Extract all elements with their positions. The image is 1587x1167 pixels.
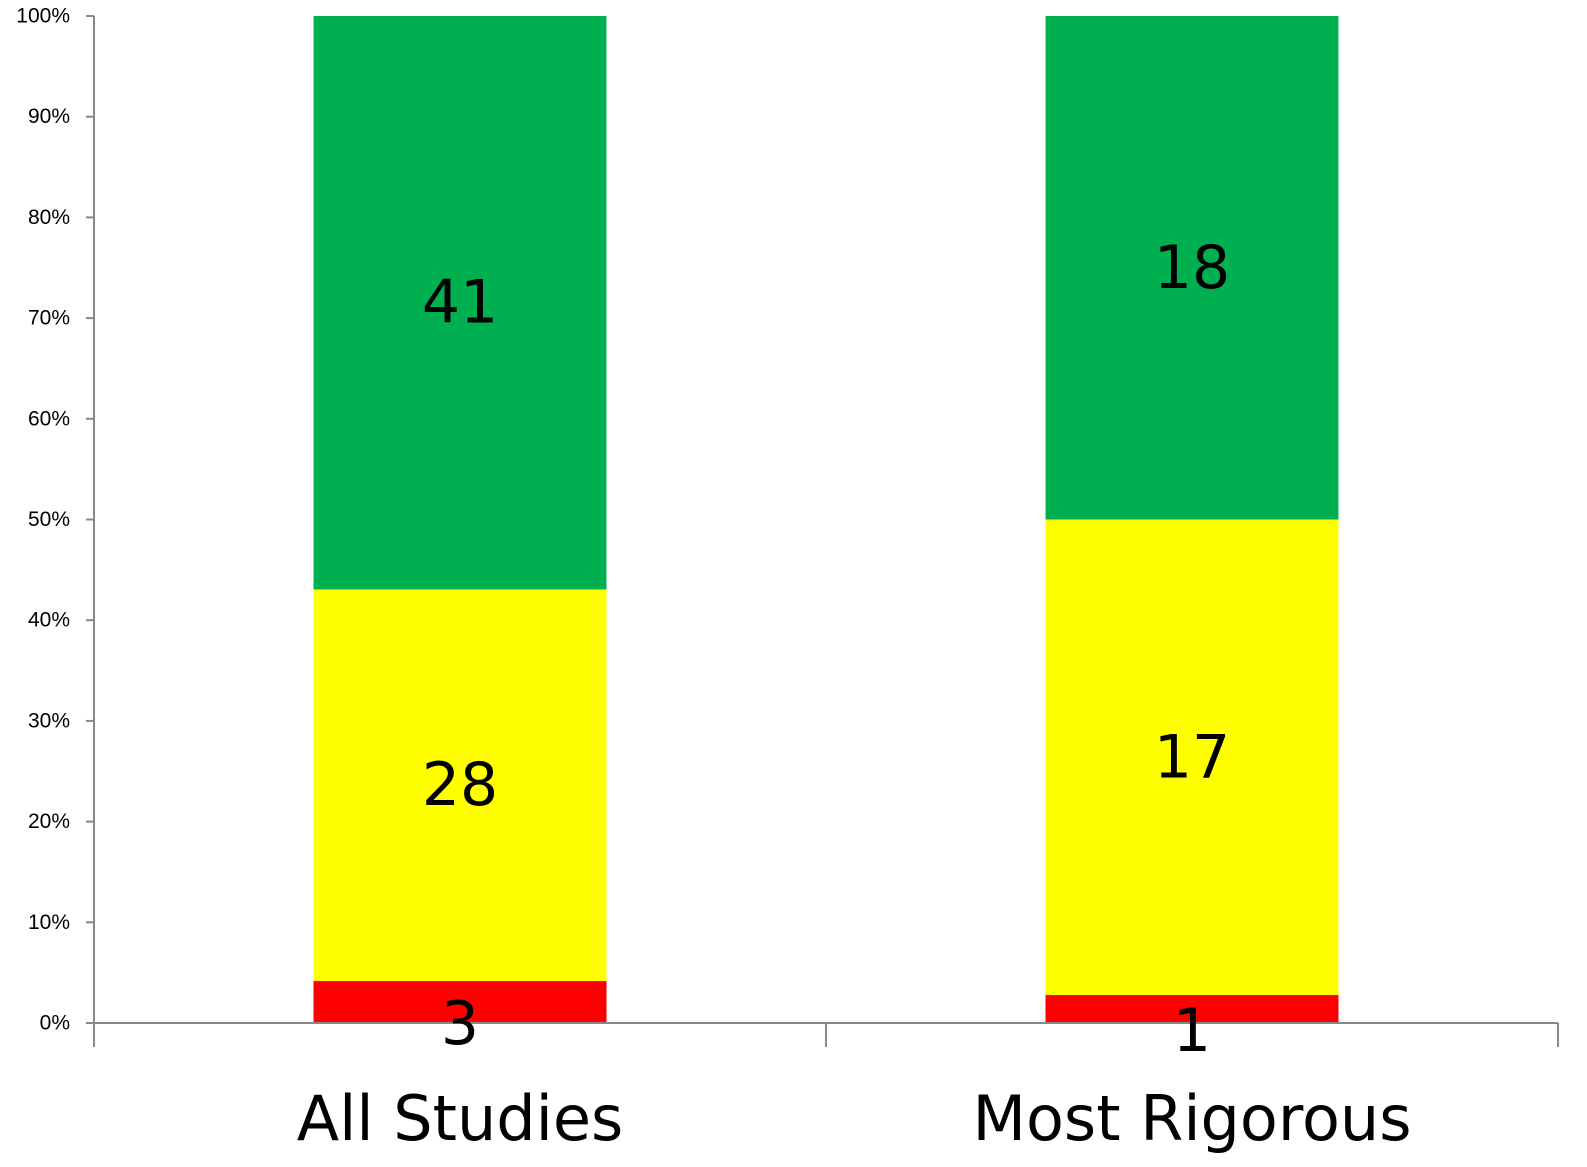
y-tick-label-3: 30% xyxy=(28,709,70,732)
bar-segment-1-1 xyxy=(1045,519,1339,996)
y-tick-label-10: 100% xyxy=(16,5,70,28)
bar-segment-0-0 xyxy=(313,981,607,1023)
data-label-1-0: 1 xyxy=(1173,996,1211,1066)
bar-segment-1-2 xyxy=(1045,16,1339,520)
category-label-0: All Studies xyxy=(297,1082,624,1155)
y-tick-label-4: 40% xyxy=(28,609,70,632)
data-label-1-2: 18 xyxy=(1154,233,1230,303)
axes-layer: All Studies Most Rigorous 0% 10% 20% 30% 40% 50… xyxy=(16,5,1559,1155)
y-tick-label-6: 60% xyxy=(28,407,70,430)
bar-segment-0-2 xyxy=(313,16,607,590)
data-labels-layer: 3 28 41 1 17 18 xyxy=(422,233,1230,1066)
y-tick-label-9: 90% xyxy=(28,105,70,128)
data-label-0-1: 28 xyxy=(422,750,498,820)
y-tick-label-1: 10% xyxy=(28,911,70,934)
y-tick-label-0: 0% xyxy=(40,1012,70,1035)
data-label-1-1: 17 xyxy=(1154,722,1230,792)
bar-segment-1-0 xyxy=(1045,995,1339,1023)
y-tick-label-2: 20% xyxy=(28,810,70,833)
category-label-1: Most Rigorous xyxy=(973,1082,1412,1155)
y-tick-label-7: 70% xyxy=(28,307,70,330)
bar-segment-0-1 xyxy=(313,589,607,982)
y-tick-label-5: 50% xyxy=(28,508,70,531)
data-label-0-2: 41 xyxy=(422,268,498,338)
y-tick-label-8: 80% xyxy=(28,206,70,229)
data-label-0-0: 3 xyxy=(441,989,479,1059)
bars-layer xyxy=(313,16,1339,1023)
